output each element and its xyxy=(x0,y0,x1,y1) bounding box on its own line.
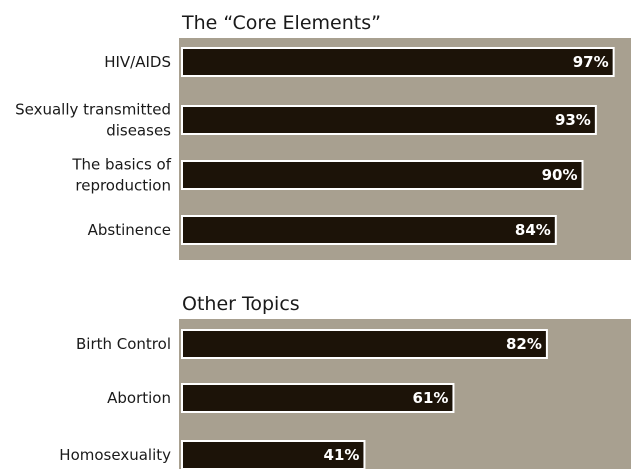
other-topics-value-label: 61% xyxy=(413,389,449,407)
other-topics-panel: Other Topics 82% Birth Control 61% Abortion… xyxy=(59,293,631,469)
core-elements-category-label: diseases xyxy=(106,122,171,140)
core-elements-bars: 97% HIV/AIDS 93% Sexually transmitted diseas… xyxy=(15,47,615,245)
core-elements-category-label: reproduction xyxy=(75,177,171,195)
other-topics-category-label: Homosexuality xyxy=(59,446,171,464)
other-topics-bar xyxy=(181,329,548,359)
core-elements-category-label: The basics of xyxy=(71,156,171,174)
other-topics-value-label: 82% xyxy=(506,335,542,353)
core-elements-bar xyxy=(181,215,557,245)
core-elements-value-label: 93% xyxy=(555,111,591,129)
core-elements-bar xyxy=(181,47,615,77)
other-topics-bar xyxy=(181,383,455,413)
other-topics-bar xyxy=(181,440,366,469)
core-elements-category-label: HIV/AIDS xyxy=(104,53,171,71)
other-topics-category-label: Birth Control xyxy=(76,335,171,353)
other-topics-category-label: Abortion xyxy=(107,389,171,407)
core-elements-value-label: 84% xyxy=(515,221,551,239)
other-topics-bars: 82% Birth Control 61% Abortion 41% Homosexual… xyxy=(59,329,548,469)
core-elements-bar xyxy=(181,105,597,135)
other-topics-title: Other Topics xyxy=(182,293,300,315)
core-elements-category-label: Abstinence xyxy=(88,221,171,239)
core-elements-bar xyxy=(181,160,584,190)
core-elements-panel: The “Core Elements” 97% HIV/AIDS 93% Sexual… xyxy=(15,12,631,260)
core-elements-title: The “Core Elements” xyxy=(181,12,381,34)
core-elements-value-label: 90% xyxy=(542,166,578,184)
other-topics-value-label: 41% xyxy=(324,446,360,464)
core-elements-value-label: 97% xyxy=(573,53,609,71)
core-elements-category-label: Sexually transmitted xyxy=(15,101,171,119)
